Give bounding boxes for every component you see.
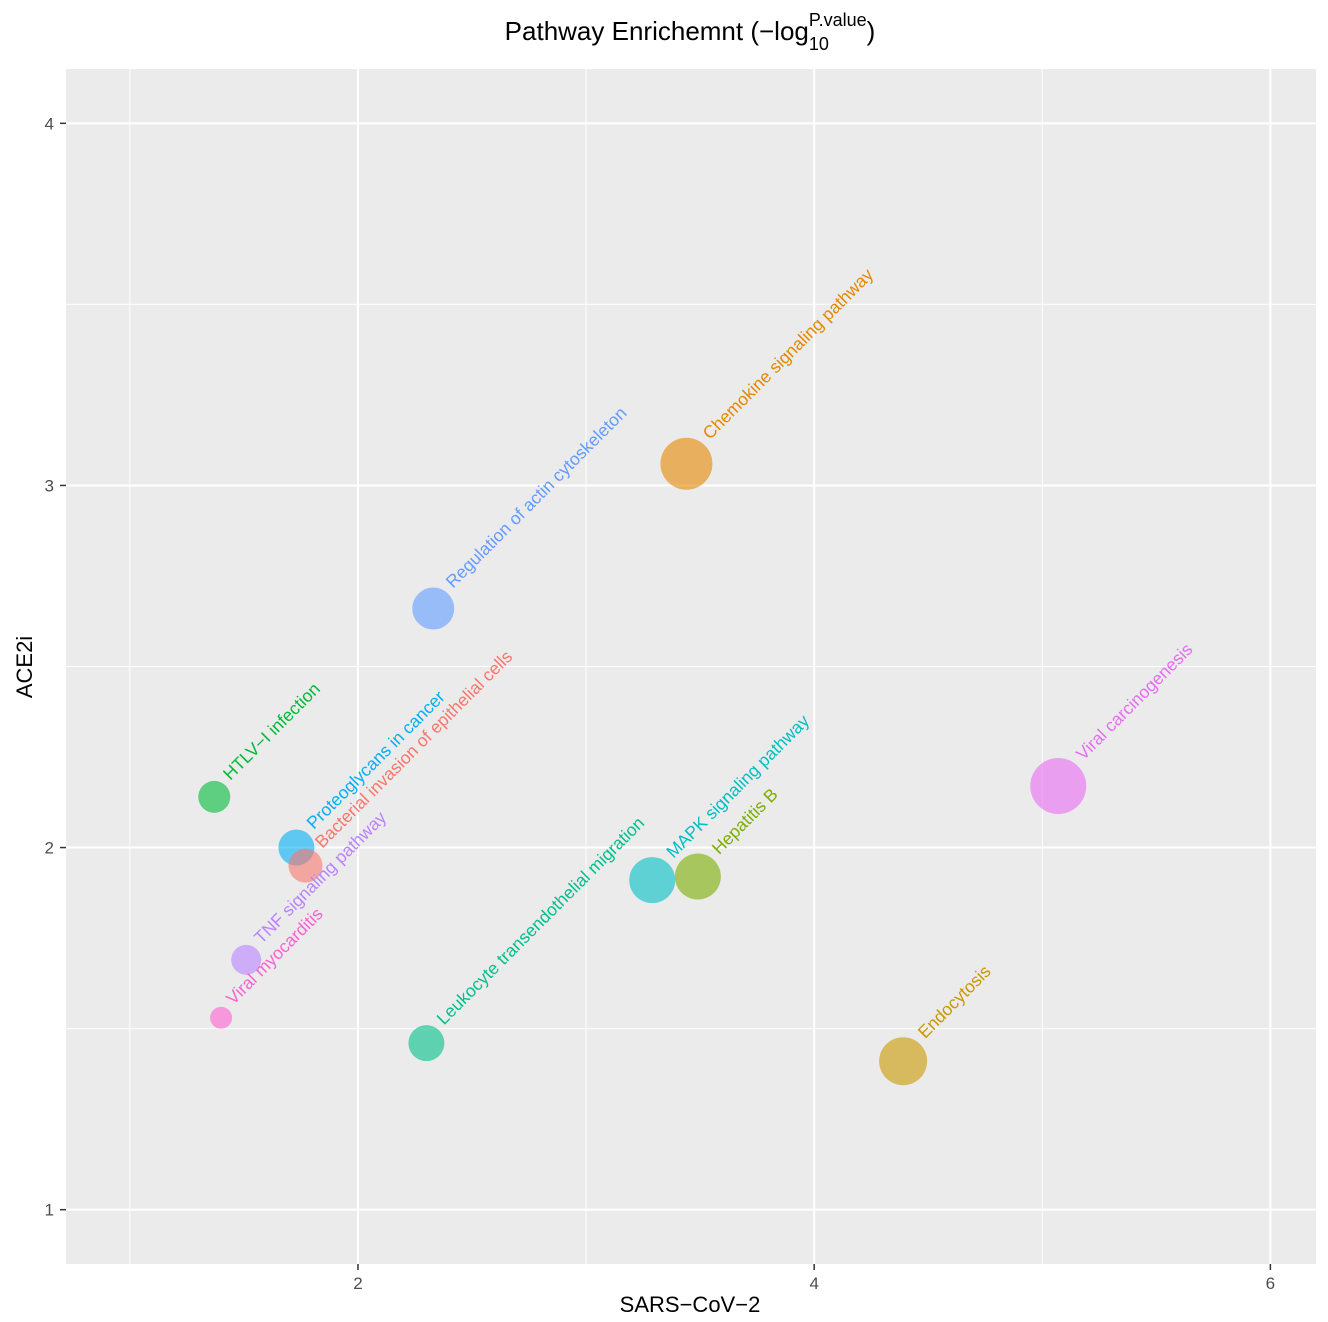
x-tick-label: 6 [1266, 1274, 1275, 1293]
data-point [629, 857, 676, 904]
y-tick-label: 1 [45, 1201, 54, 1220]
data-point [210, 1006, 233, 1029]
data-points [198, 437, 1087, 1086]
data-point [231, 944, 262, 975]
y-tick-label: 2 [45, 839, 54, 858]
data-point [879, 1037, 928, 1086]
chart-title: Pathway Enrichemnt (−log10P.value) [505, 10, 876, 54]
y-axis-title: ACE2i [12, 636, 37, 698]
x-axis-title: SARS−CoV−2 [620, 1292, 761, 1317]
data-point [288, 848, 323, 883]
title-subscript: 10 [809, 34, 829, 54]
data-point [660, 437, 713, 490]
title-superscript: P.value [809, 10, 867, 30]
data-point [674, 853, 721, 900]
y-tick-label: 4 [45, 114, 54, 133]
data-point [408, 1025, 445, 1062]
y-axis-ticks: 1 2 3 4 [45, 114, 66, 1220]
y-tick-label: 3 [45, 476, 54, 495]
data-point [1030, 758, 1087, 814]
data-point [198, 780, 231, 813]
x-tick-label: 2 [353, 1274, 362, 1293]
data-point [412, 587, 455, 630]
x-axis-ticks: 2 4 6 [353, 1264, 1275, 1293]
minor-gridlines [66, 69, 1316, 1264]
x-tick-label: 4 [809, 1274, 818, 1293]
